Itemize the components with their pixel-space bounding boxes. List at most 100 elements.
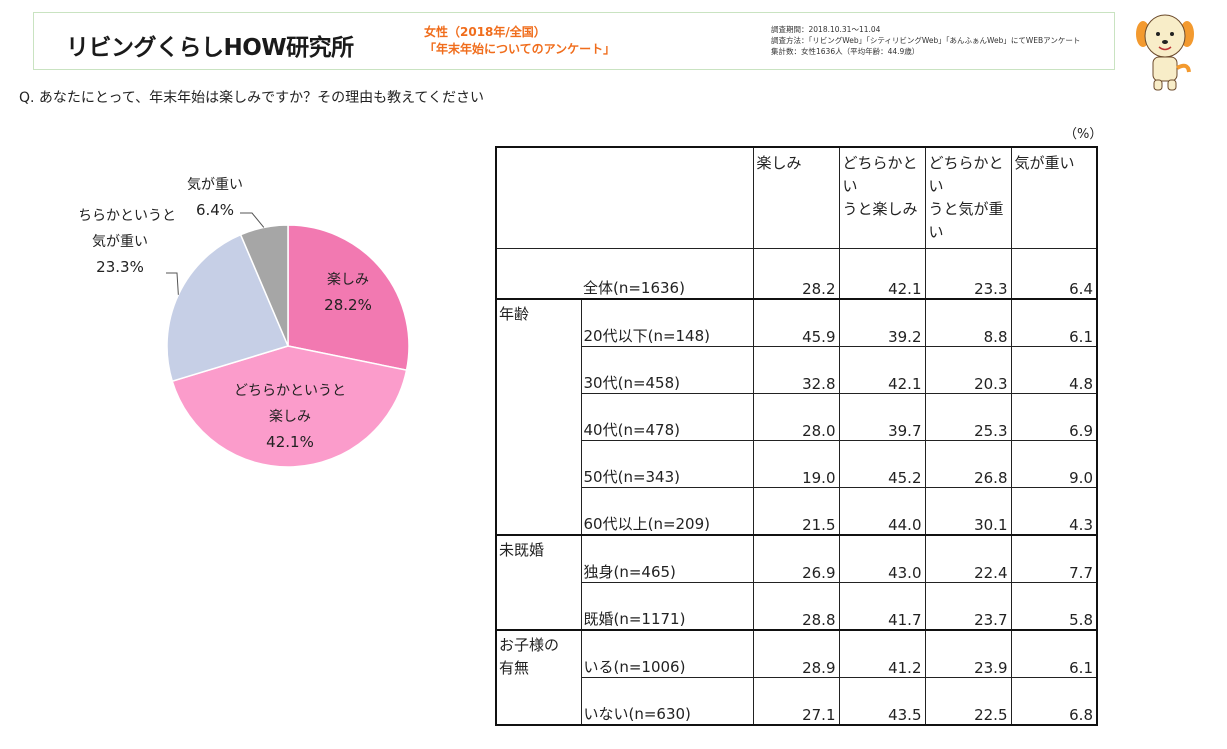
table-cell: 27.1 <box>752 677 840 726</box>
row-label: 独身(n=465) <box>580 534 754 583</box>
column-header-line: うと楽しみ <box>842 200 918 218</box>
column-header: 気が重い <box>1010 146 1098 249</box>
table-cell: 4.8 <box>1010 346 1098 394</box>
survey-period: 調査期間：2018.10.31～11.04 <box>771 25 881 34</box>
table-cell: 6.1 <box>1010 298 1098 347</box>
table-cell: 43.0 <box>838 534 926 583</box>
row-label: 20代以下(n=148) <box>580 298 754 347</box>
table-cell: 22.4 <box>924 534 1012 583</box>
table-row: 年齢 20代以下(n=148) 45.9 39.2 8.8 6.1 <box>495 298 1098 536</box>
table-cell: 32.8 <box>752 346 840 394</box>
table-cell: 28.2 <box>752 248 840 300</box>
row-label: 60代以上(n=209) <box>580 487 754 536</box>
survey-info: 女性（2018年/全国） 「年末年始についてのアンケート」 <box>424 24 615 58</box>
table-row: 30代(n=458) 32.8 42.1 20.3 4.8 <box>496 346 1098 394</box>
pie-slice-1 <box>287 224 410 372</box>
pie-label-3-line-1: どちらかというと <box>80 208 176 224</box>
pie-label-1-line-2: 28.2% <box>324 296 372 314</box>
survey-method: 調査方法：「リビングWeb」「シティリビングWeb」「あんふぁんWeb」にてWE… <box>771 36 1081 45</box>
table-cell: 6.4 <box>1010 248 1098 300</box>
table-cell: 8.8 <box>924 298 1012 347</box>
pie-label-4-line-2: 6.4% <box>196 201 234 219</box>
pie-label-4-line-1: 気が重い <box>187 177 243 193</box>
pie-chart: 楽しみ28.2%どちらかというと楽しみ42.1%どちらかというと気が重い23.3… <box>80 177 410 468</box>
group-category: 年齢 <box>495 298 582 536</box>
table-cell: 41.7 <box>838 582 926 631</box>
table-cell: 45.2 <box>838 440 926 488</box>
table-cell: 28.9 <box>752 629 840 678</box>
logo: リビングくらしHOW研究所 <box>66 35 354 61</box>
survey-count: 集計数：女性1636人（平均年齢：44.9歳） <box>771 47 920 56</box>
table-cell: 9.0 <box>1010 440 1098 488</box>
table-row: いない(n=630) 27.1 43.5 22.5 6.8 <box>496 677 1098 726</box>
pie-leader-line-2 <box>240 212 265 228</box>
table-cell: 4.3 <box>1010 487 1098 536</box>
row-label: 30代(n=458) <box>580 346 754 394</box>
pie-label-2-line-2: 楽しみ <box>269 409 311 425</box>
table-cell: 42.1 <box>838 346 926 394</box>
table-cell: 23.7 <box>924 582 1012 631</box>
group-category-line: お子様の <box>499 636 560 654</box>
column-header-line: どちらかとい <box>842 154 918 195</box>
table-cell: 6.8 <box>1010 677 1098 726</box>
group-category-line: 年齢 <box>499 305 530 323</box>
table-cell: 7.7 <box>1010 534 1098 583</box>
table-cell: 19.0 <box>752 440 840 488</box>
survey-meta: 調査期間：2018.10.31～11.04 調査方法：「リビングWeb」「シティ… <box>771 24 1080 57</box>
table-row: 既婚(n=1171) 28.8 41.7 23.7 5.8 <box>496 582 1098 631</box>
header-banner <box>33 12 1115 70</box>
table-cell: 39.7 <box>838 393 926 441</box>
column-header-line: い <box>928 223 944 241</box>
table-row: お子様の 有無 いる(n=1006) 28.9 41.2 23.9 6.1 <box>495 629 1098 726</box>
group-category: 未既婚 <box>495 534 582 631</box>
table-row: 50代(n=343) 19.0 45.2 26.8 9.0 <box>496 440 1098 488</box>
column-header-line: 気が重い <box>1014 154 1075 172</box>
table-cell: 26.9 <box>752 534 840 583</box>
pie-label-2-line-1: どちらかというと <box>234 383 346 399</box>
column-header-line: 楽しみ <box>756 154 802 172</box>
group-category-line: 有無 <box>499 659 530 677</box>
column-header-line: うと気が重 <box>928 200 1004 218</box>
table-row: 40代(n=478) 28.0 39.7 25.3 6.9 <box>496 393 1098 441</box>
table-cell: 23.9 <box>924 629 1012 678</box>
table-cell: 5.8 <box>1010 582 1098 631</box>
table-cell: 6.1 <box>1010 629 1098 678</box>
question-text: Q. あなたにとって、年末年始は楽しみですか？その理由も教えてください <box>19 90 484 106</box>
table-cell: 21.5 <box>752 487 840 536</box>
group-category: お子様の 有無 <box>495 629 582 726</box>
table-cell: 39.2 <box>838 298 926 347</box>
group-category-line: 未既婚 <box>499 541 545 559</box>
column-header: どちらかというと楽しみ <box>838 146 926 249</box>
table-cell: 42.1 <box>838 248 926 300</box>
table-cell: 22.5 <box>924 677 1012 726</box>
pie-slice-4 <box>239 224 289 347</box>
table-cell: 28.8 <box>752 582 840 631</box>
table-row: 全体(n=1636) 28.2 42.1 23.3 6.4 <box>495 248 1098 300</box>
table-cell: 41.2 <box>838 629 926 678</box>
table-cell: 30.1 <box>924 487 1012 536</box>
row-label: いる(n=1006) <box>580 629 754 678</box>
unit-label: （%） <box>1064 127 1103 142</box>
table-cell: 44.0 <box>838 487 926 536</box>
survey-title: 「年末年始についてのアンケート」 <box>424 42 616 56</box>
table-cell: 6.9 <box>1010 393 1098 441</box>
table-cell: 23.3 <box>924 248 1012 300</box>
table-cell: 43.5 <box>838 677 926 726</box>
table-header-blank <box>495 146 754 249</box>
column-header-line: どちらかとい <box>928 154 1004 195</box>
table-header-row: 楽しみ どちらかとい うと楽しみ どちらかとい うと気が重い気が重い <box>495 146 1098 249</box>
table-cell: 20.3 <box>924 346 1012 394</box>
pie-label-1-line-1: 楽しみ <box>327 272 369 288</box>
dog-mascot-icon <box>1136 14 1194 91</box>
row-label: 40代(n=478) <box>580 393 754 441</box>
row-label: いない(n=630) <box>580 677 754 726</box>
pie-label-3-line-2: 気が重い <box>92 234 148 250</box>
row-label: 既婚(n=1171) <box>580 582 754 631</box>
column-header: どちらかというと気が重い <box>924 146 1012 249</box>
table-cell: 28.0 <box>752 393 840 441</box>
table-row: 未既婚 独身(n=465) 26.9 43.0 22.4 7.7 <box>495 534 1098 631</box>
results-table: 楽しみ どちらかとい うと楽しみ どちらかとい うと気が重い気が重い 全体(n=1636)… <box>495 146 1098 726</box>
pie-slice-2 <box>171 345 408 468</box>
survey-target: 女性（2018年/全国） <box>424 25 546 39</box>
table-cell: 26.8 <box>924 440 1012 488</box>
